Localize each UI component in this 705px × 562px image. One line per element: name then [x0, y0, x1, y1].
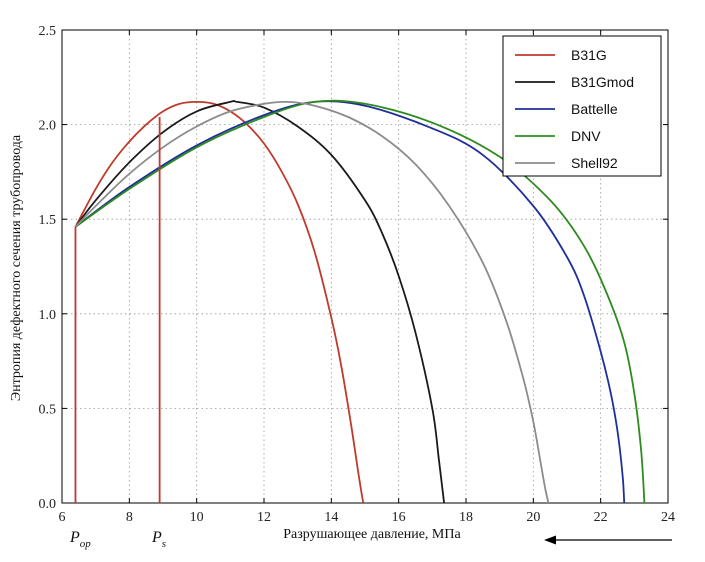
- plot-border: [61, 29, 669, 504]
- y-tick-label: 0.0: [39, 497, 57, 512]
- legend-label-battelle: Battelle: [571, 101, 618, 117]
- x-tick-label: 6: [59, 510, 66, 525]
- legend-label-shell92: Shell92: [571, 155, 618, 171]
- y-tick-label: 2.5: [39, 24, 57, 39]
- annotation-lines: [74, 117, 161, 503]
- p-op-main: P: [69, 529, 80, 546]
- y-tick-label: 2.0: [39, 119, 57, 134]
- x-tick-label: 24: [661, 510, 675, 525]
- direction-arrow: [544, 535, 672, 545]
- p-s-label: Ps: [151, 529, 166, 550]
- x-axis-label: Разрушающее давление, МПа: [283, 527, 461, 542]
- x-tick-label: 16: [392, 510, 406, 525]
- x-tick-label: 22: [594, 510, 608, 525]
- p-s-sub: s: [162, 538, 166, 550]
- y-tick-label: 1.0: [39, 308, 57, 323]
- arrow-head: [544, 535, 556, 545]
- y-tick-label: 1.5: [39, 213, 57, 228]
- x-tick-label: 8: [126, 510, 133, 525]
- y-axis-label: Энтропия дефектного сечения трубопровода: [9, 134, 24, 401]
- x-tick-label: 10: [190, 510, 204, 525]
- legend-label-b31g: B31G: [571, 47, 607, 63]
- legend: B31G B31Gmod Battelle DNV Shell92: [502, 35, 662, 177]
- p-op-label: Pop: [69, 529, 91, 550]
- x-tick-label: 20: [526, 510, 540, 525]
- plot-frame: [61, 29, 669, 504]
- p-op-sub: op: [80, 538, 92, 550]
- legend-label-dnv: DNV: [571, 128, 601, 144]
- series-lines: [74, 99, 646, 504]
- series-line-b31g: [74, 100, 365, 504]
- legend-label-b31gmod: B31Gmod: [571, 74, 634, 90]
- y-tick-label: 0.5: [39, 402, 57, 417]
- p-s-main: P: [151, 529, 162, 546]
- legend-box: [502, 35, 662, 177]
- series-line-b31gmod: [74, 100, 445, 504]
- ticks: 6 8 10 12 14 16 18 20 22 24 0.0 0.5 1.0 1.5 2.0 2.5: [39, 24, 676, 525]
- x-tick-label: 14: [324, 510, 338, 525]
- series-line-shell92: [74, 100, 550, 504]
- x-tick-label: 18: [459, 510, 473, 525]
- x-tick-label: 12: [257, 510, 271, 525]
- series-line-dnv: [74, 99, 646, 504]
- series-line-battelle: [74, 100, 626, 504]
